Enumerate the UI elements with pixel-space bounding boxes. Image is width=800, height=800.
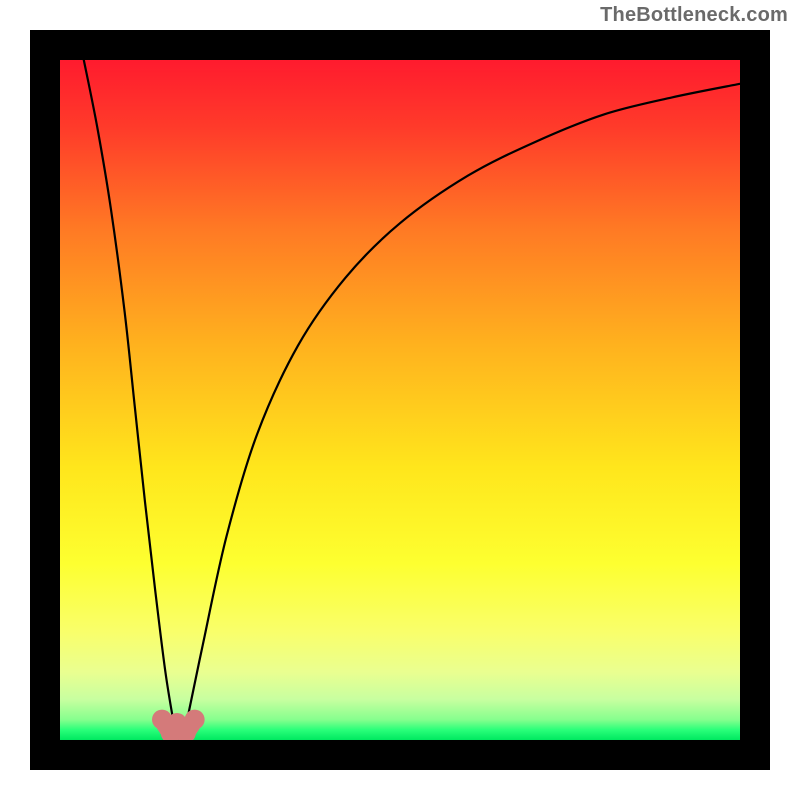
figure-root: TheBottleneck.com — [0, 0, 800, 800]
dip-marker — [185, 710, 205, 730]
plot-area — [30, 30, 770, 770]
watermark-text: TheBottleneck.com — [600, 4, 788, 27]
chart-svg — [0, 0, 800, 800]
